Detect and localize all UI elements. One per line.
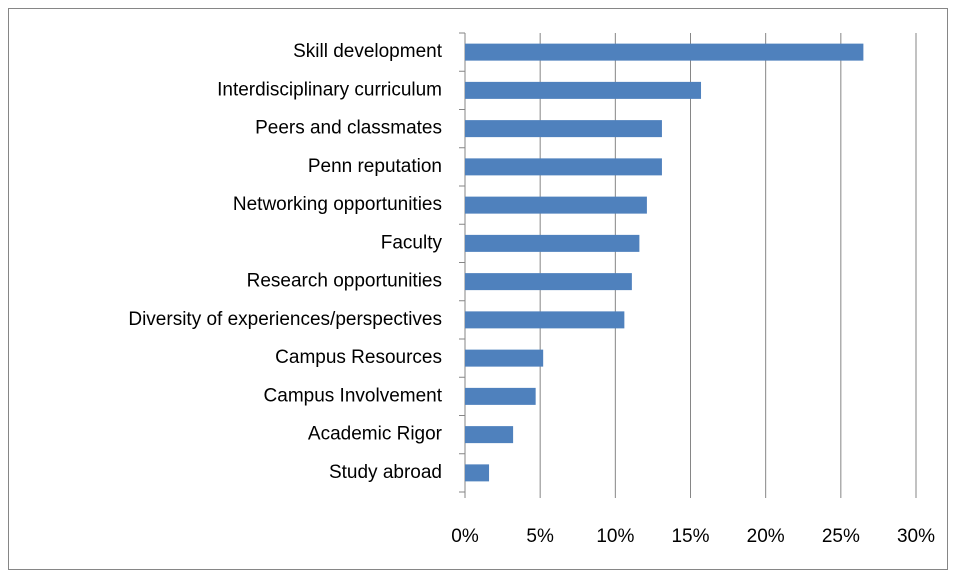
- x-tick-label: 10%: [596, 526, 634, 547]
- bar: [465, 426, 514, 444]
- bar: [465, 234, 640, 252]
- bar: [465, 196, 647, 214]
- y-tick-label: Campus Involvement: [264, 385, 443, 406]
- y-tick-label: Peers and classmates: [255, 118, 442, 139]
- bar: [465, 120, 662, 138]
- y-tick-label: Campus Resources: [275, 347, 442, 368]
- x-tick-label: 20%: [747, 526, 785, 547]
- y-tick-label: Penn reputation: [308, 156, 442, 177]
- y-tick-label: Faculty: [381, 232, 443, 253]
- y-tick-label: Interdisciplinary curriculum: [217, 79, 442, 100]
- y-tick-label: Academic Rigor: [308, 424, 443, 445]
- bar: [465, 464, 490, 482]
- y-tick-label: Diversity of experiences/perspectives: [128, 309, 442, 330]
- bar: [465, 158, 662, 176]
- bar: [465, 349, 544, 367]
- bar: [465, 387, 536, 405]
- bar: [465, 81, 702, 99]
- y-tick-label: Study abroad: [329, 462, 442, 483]
- bar: [465, 311, 625, 329]
- bar: [465, 43, 864, 61]
- x-tick-label: 15%: [671, 526, 709, 547]
- bar: [465, 273, 632, 291]
- x-tick-label: 25%: [822, 526, 860, 547]
- x-tick-label: 30%: [897, 526, 935, 547]
- x-tick-label: 5%: [526, 526, 554, 547]
- y-tick-label: Networking opportunities: [233, 194, 442, 215]
- y-tick-label: Research opportunities: [247, 271, 442, 292]
- x-tick-label: 0%: [451, 526, 479, 547]
- y-tick-label: Skill development: [293, 41, 443, 62]
